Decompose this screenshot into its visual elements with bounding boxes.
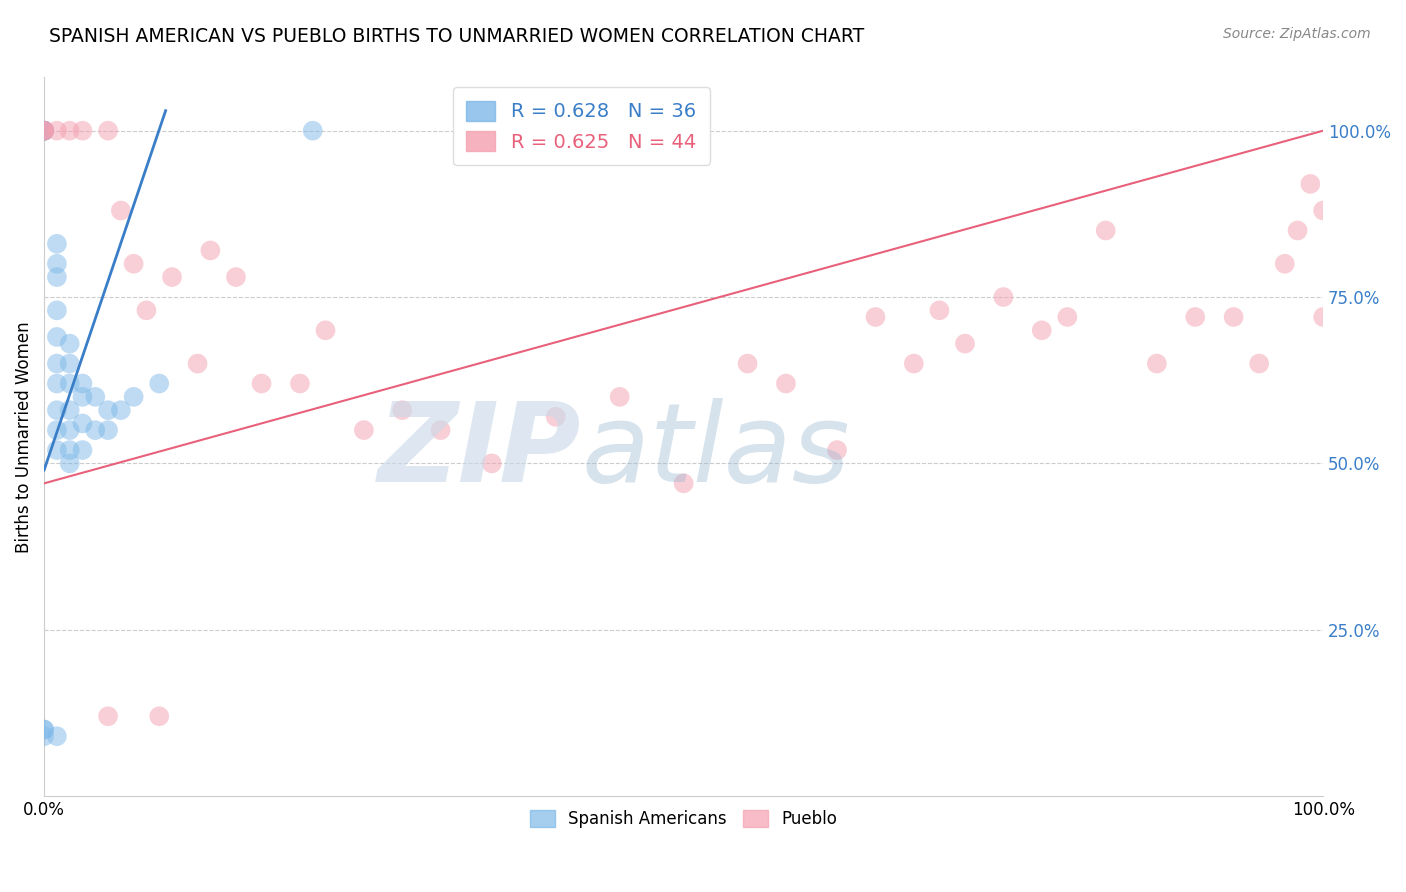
Point (148, 709, 170, 723)
Point (775, 376, 797, 391)
Point (45, 303, 67, 318)
Text: SPANISH AMERICAN VS PUEBLO BIRTHS TO UNMARRIED WOMEN CORRELATION CHART: SPANISH AMERICAN VS PUEBLO BIRTHS TO UNM… (49, 27, 865, 45)
Point (45, 443, 67, 458)
Legend: Spanish Americans, Pueblo: Spanish Americans, Pueblo (523, 803, 844, 835)
Point (148, 376, 170, 391)
Point (544, 409, 567, 424)
Point (135, 303, 157, 318)
Point (45, 330, 67, 344)
Point (391, 403, 413, 417)
Point (32, 123, 55, 137)
Point (1299, 177, 1322, 191)
Point (97, 709, 120, 723)
Point (84, 423, 107, 437)
Y-axis label: Births to Unmarried Women: Births to Unmarried Women (15, 321, 32, 552)
Point (928, 303, 950, 318)
Point (225, 270, 247, 285)
Point (45, 236, 67, 251)
Point (429, 423, 451, 437)
Point (72, 443, 94, 458)
Point (187, 357, 209, 371)
Point (865, 310, 887, 324)
Point (1222, 310, 1244, 324)
Point (825, 443, 848, 458)
Point (1312, 310, 1334, 324)
Point (32, 723, 55, 737)
Point (45, 403, 67, 417)
Point (84, 390, 107, 404)
Point (1249, 357, 1271, 371)
Point (32, 723, 55, 737)
Point (97, 403, 120, 417)
Point (903, 357, 925, 371)
Point (45, 357, 67, 371)
Point (353, 423, 375, 437)
Point (110, 203, 132, 218)
Point (1056, 310, 1078, 324)
Point (993, 290, 1015, 304)
Point (1146, 357, 1168, 371)
Point (72, 123, 94, 137)
Point (72, 390, 94, 404)
Point (315, 323, 337, 337)
Point (97, 423, 120, 437)
Point (953, 336, 976, 351)
Point (32, 123, 55, 137)
Point (122, 257, 145, 271)
Point (59, 403, 82, 417)
Point (301, 123, 323, 137)
Point (32, 123, 55, 137)
Point (160, 270, 183, 285)
Point (59, 443, 82, 458)
Point (45, 257, 67, 271)
Text: ZIP: ZIP (378, 398, 581, 505)
Point (45, 270, 67, 285)
Point (481, 456, 503, 470)
Point (32, 123, 55, 137)
Point (1274, 257, 1296, 271)
Point (1184, 310, 1206, 324)
Point (32, 123, 55, 137)
Point (59, 123, 82, 137)
Point (45, 729, 67, 743)
Point (122, 390, 145, 404)
Point (32, 123, 55, 137)
Point (72, 376, 94, 391)
Text: Source: ZipAtlas.com: Source: ZipAtlas.com (1223, 27, 1371, 41)
Point (45, 376, 67, 391)
Text: atlas: atlas (581, 398, 851, 505)
Point (1286, 223, 1309, 237)
Point (72, 417, 94, 431)
Point (672, 476, 695, 491)
Point (288, 376, 311, 391)
Point (59, 376, 82, 391)
Point (32, 123, 55, 137)
Point (1031, 323, 1053, 337)
Point (32, 123, 55, 137)
Point (59, 336, 82, 351)
Point (200, 244, 222, 258)
Point (1094, 223, 1116, 237)
Point (45, 123, 67, 137)
Point (59, 423, 82, 437)
Point (250, 376, 273, 391)
Point (59, 456, 82, 470)
Point (32, 729, 55, 743)
Point (737, 357, 759, 371)
Point (97, 123, 120, 137)
Point (110, 403, 132, 417)
Point (45, 423, 67, 437)
Point (609, 390, 631, 404)
Point (59, 357, 82, 371)
Point (1312, 203, 1334, 218)
